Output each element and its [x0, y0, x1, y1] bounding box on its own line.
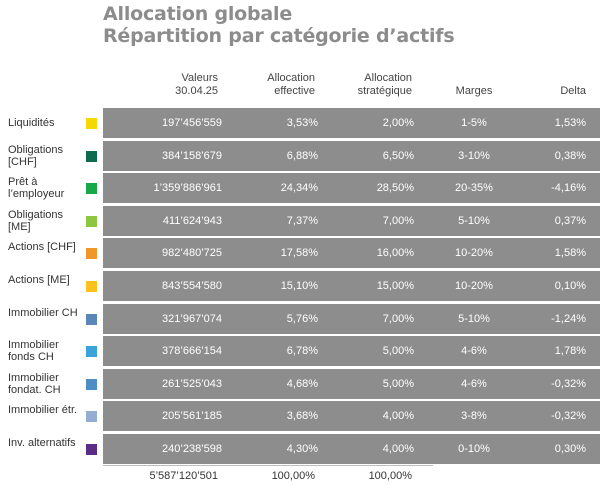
cell-delta: 1,78%	[554, 345, 586, 357]
row-label: Immobilier fondat. CH	[8, 372, 61, 396]
cell-valeur: 378’666’154	[162, 345, 222, 357]
cell-effective: 4,68%	[286, 378, 318, 390]
table-row: 1’359’886’961 24,34% 28,50% 20-35% -4,16%	[103, 173, 600, 203]
row-label: Prêt à l’employeur	[8, 176, 65, 200]
cell-marges: 10-20%	[455, 247, 493, 259]
table-row: 378’666’154 6,78% 5,00% 4-6% 1,78%	[103, 336, 600, 366]
header-valeurs: Valeurs 30.04.25	[175, 72, 218, 97]
cell-delta: 0,10%	[554, 280, 586, 292]
legend-swatch	[86, 118, 97, 129]
cell-marges: 4-6%	[461, 345, 487, 357]
cell-strategique: 4,00%	[382, 443, 414, 455]
cell-strategique: 5,00%	[382, 345, 414, 357]
header-allocation-strategique: Allocation stratégique	[357, 72, 412, 97]
cell-effective: 24,34%	[280, 182, 318, 194]
table-row: 843’554’580 15,10% 15,00% 10-20% 0,10%	[103, 271, 600, 301]
cell-strategique: 28,50%	[376, 182, 414, 194]
page-title: Allocation globale	[103, 3, 293, 25]
table-row: 982’480’725 17,58% 16,00% 10-20% 1,58%	[103, 238, 600, 268]
cell-valeur: 411’624’943	[162, 215, 222, 227]
legend-swatch	[86, 411, 97, 422]
cell-delta: -0,32%	[551, 410, 586, 422]
legend-swatch	[86, 151, 97, 162]
total-effective: 100,00%	[271, 470, 315, 482]
cell-delta: -0,32%	[551, 378, 586, 390]
table-row: 197’456’559 3,53% 2,00% 1-5% 1,53%	[103, 108, 600, 138]
header-marges: Marges	[455, 85, 493, 97]
cell-valeur: 321’967’074	[162, 313, 222, 325]
cell-valeur: 240’238’598	[162, 443, 222, 455]
cell-effective: 6,78%	[286, 345, 318, 357]
legend-swatch	[86, 183, 97, 194]
cell-delta: 0,30%	[554, 443, 586, 455]
legend-swatch	[86, 346, 97, 357]
cell-delta: 1,58%	[554, 247, 586, 259]
cell-strategique: 16,00%	[376, 247, 414, 259]
cell-effective: 3,53%	[286, 117, 318, 129]
table-row: 261’525’043 4,68% 5,00% 4-6% -0,32%	[103, 369, 600, 399]
legend-swatch	[86, 281, 97, 292]
cell-strategique: 7,00%	[382, 313, 414, 325]
total-valeur: 5’587’120’501	[149, 470, 218, 482]
row-label: Immobilier étr.	[8, 404, 78, 416]
table-row: 384’158’679 6,88% 6,50% 3-10% 0,38%	[103, 141, 600, 171]
cell-marges: 1-5%	[461, 117, 487, 129]
row-label: Obligations [CHF]	[8, 144, 64, 168]
header-allocation-effective: Allocation effective	[267, 72, 315, 97]
legend-swatch	[86, 444, 97, 455]
row-label: Obligations [ME]	[8, 209, 64, 233]
row-label: Actions [ME]	[8, 274, 70, 286]
cell-valeur: 384’158’679	[162, 150, 222, 162]
table-row: 205’561’185 3,68% 4,00% 3-8% -0,32%	[103, 401, 600, 431]
cell-marges: 5-10%	[458, 215, 490, 227]
table-row: 321’967’074 5,76% 7,00% 5-10% -1,24%	[103, 304, 600, 334]
cell-strategique: 4,00%	[382, 410, 414, 422]
cell-strategique: 15,00%	[376, 280, 414, 292]
cell-marges: 4-6%	[461, 378, 487, 390]
cell-marges: 3-8%	[461, 410, 487, 422]
row-label: Immobilier fonds CH	[8, 339, 59, 363]
cell-valeur: 843’554’580	[162, 280, 222, 292]
cell-marges: 0-10%	[458, 443, 490, 455]
cell-valeur: 982’480’725	[162, 247, 222, 259]
cell-strategique: 2,00%	[382, 117, 414, 129]
cell-effective: 7,37%	[286, 215, 318, 227]
cell-effective: 5,76%	[286, 313, 318, 325]
legend-swatch	[86, 314, 97, 325]
cell-effective: 15,10%	[280, 280, 318, 292]
cell-delta: -4,16%	[551, 182, 586, 194]
cell-effective: 6,88%	[286, 150, 318, 162]
cell-delta: 1,53%	[554, 117, 586, 129]
cell-valeur: 205’561’185	[162, 410, 222, 422]
cell-marges: 10-20%	[455, 280, 493, 292]
table-row: 411’624’943 7,37% 7,00% 5-10% 0,37%	[103, 206, 600, 236]
cell-delta: 0,37%	[554, 215, 586, 227]
legend-swatch	[86, 248, 97, 259]
header-delta: Delta	[560, 85, 586, 97]
cell-delta: -1,24%	[551, 313, 586, 325]
legend-swatch	[86, 379, 97, 390]
row-label: Inv. alternatifs	[8, 437, 76, 449]
cell-effective: 17,58%	[280, 247, 318, 259]
cell-delta: 0,38%	[554, 150, 586, 162]
page-subtitle: Répartition par catégorie d’actifs	[103, 25, 455, 47]
cell-marges: 3-10%	[458, 150, 490, 162]
row-label: Actions [CHF]	[8, 241, 76, 253]
cell-valeur: 1’359’886’961	[153, 182, 222, 194]
cell-effective: 4,30%	[286, 443, 318, 455]
totals-row: 5’587’120’501 100,00% 100,00%	[103, 465, 433, 486]
cell-valeur: 197’456’559	[162, 117, 222, 129]
row-label: Immobilier CH	[8, 307, 78, 319]
row-label: Liquidités	[8, 117, 55, 129]
total-strategique: 100,00%	[368, 470, 412, 482]
cell-marges: 20-35%	[455, 182, 493, 194]
cell-marges: 5-10%	[458, 313, 490, 325]
cell-strategique: 6,50%	[382, 150, 414, 162]
cell-valeur: 261’525’043	[162, 378, 222, 390]
legend-swatch	[86, 216, 97, 227]
cell-effective: 3,68%	[286, 410, 318, 422]
cell-strategique: 5,00%	[382, 378, 414, 390]
cell-strategique: 7,00%	[382, 215, 414, 227]
table-row: 240’238’598 4,30% 4,00% 0-10% 0,30%	[103, 434, 600, 464]
